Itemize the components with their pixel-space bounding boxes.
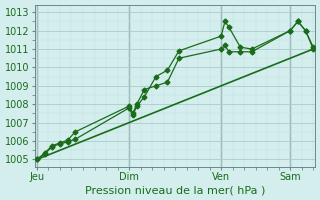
- X-axis label: Pression niveau de la mer( hPa ): Pression niveau de la mer( hPa ): [85, 185, 265, 195]
